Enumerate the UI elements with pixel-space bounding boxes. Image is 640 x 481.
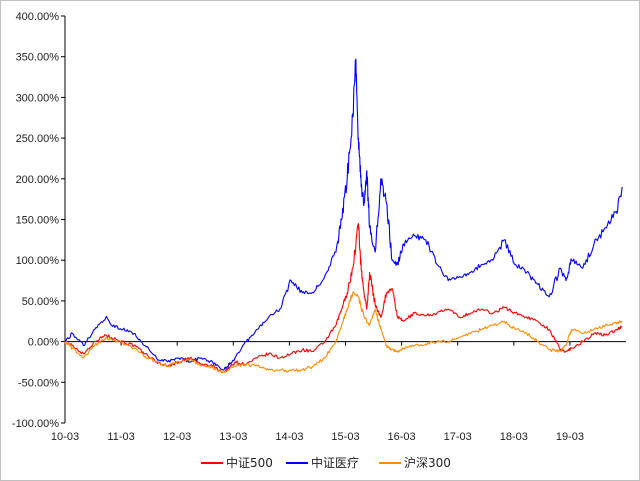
legend: 中证500 中证医疗 沪深300 (201, 455, 451, 470)
x-tick-label: 16-03 (388, 431, 416, 443)
series-line-0 (64, 223, 623, 374)
x-tick-label: 15-03 (331, 431, 359, 443)
y-tick-label: 250.00% (16, 133, 60, 145)
y-tick-label: 0.00% (28, 337, 59, 349)
x-tick-label: 13-03 (219, 431, 247, 443)
y-tick-label: 200.00% (16, 174, 60, 186)
y-tick-label: 400.00% (16, 11, 60, 23)
x-tick-label: 14-03 (275, 431, 303, 443)
x-tick-label: 10-03 (51, 431, 79, 443)
y-tick-label: 300.00% (16, 92, 60, 104)
y-tick-label: 50.00% (22, 296, 60, 308)
series-line-1 (64, 58, 623, 371)
x-tick-label: 17-03 (444, 431, 472, 443)
y-tick-label: 150.00% (16, 215, 60, 227)
legend-label-2: 沪深300 (404, 456, 451, 470)
x-tick-label: 11-03 (107, 431, 134, 443)
y-tick-label: -100.00% (12, 418, 59, 430)
y-tick-label: 350.00% (16, 52, 60, 64)
y-tick-label: 100.00% (16, 255, 60, 267)
series-layer (64, 58, 623, 374)
y-tick-label: -50.00% (18, 377, 59, 389)
legend-label-1: 中证医疗 (311, 455, 359, 470)
axes: -100.00% -50.00% 0.00% 50.00% 100.00% 150.00%… (12, 11, 626, 443)
legend-label-0: 中证500 (226, 455, 273, 470)
x-tick-label: 18-03 (500, 431, 528, 443)
x-tick-label: 19-03 (556, 431, 584, 443)
x-tick-label: 12-03 (163, 431, 191, 443)
series-line-2 (64, 291, 623, 374)
